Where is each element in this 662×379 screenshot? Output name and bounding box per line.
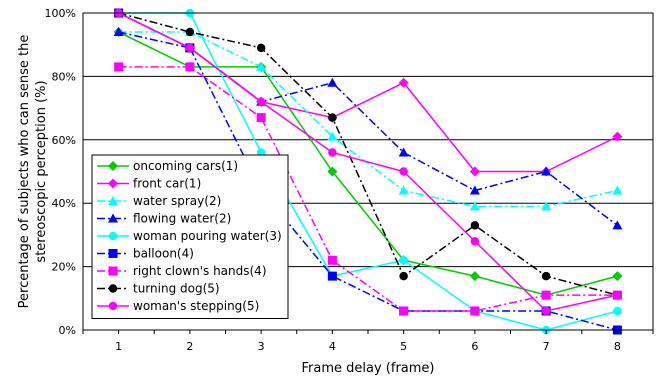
marker-square: [541, 290, 551, 300]
marker-circle: [328, 148, 337, 157]
marker-triangle: [327, 77, 338, 87]
marker-triangle: [398, 185, 409, 195]
x-tick-label: 2: [186, 340, 193, 353]
marker-circle: [328, 113, 337, 122]
marker-diamond: [108, 178, 118, 189]
marker-circle: [108, 284, 118, 293]
marker-circle: [399, 167, 408, 176]
x-tick-label: 8: [614, 340, 621, 353]
marker-triangle: [108, 213, 118, 223]
x-tick-label: 7: [543, 340, 550, 353]
marker-square: [327, 255, 337, 265]
marker-triangle: [113, 27, 124, 37]
y-tick-label: 100%: [45, 7, 76, 20]
marker-circle: [613, 290, 622, 300]
marker-circle: [399, 271, 408, 281]
marker-circle: [541, 306, 551, 316]
marker-diamond: [469, 271, 480, 282]
y-axis-title: Percentage of subjects who can sense the…: [17, 35, 49, 309]
y-tick-label: 0%: [59, 324, 76, 337]
y-axis-title-line-2: stereoscopic perception (%): [34, 80, 49, 262]
y-tick-label: 40%: [52, 197, 76, 210]
marker-triangle: [327, 131, 338, 141]
legend-label: front car(1): [133, 177, 201, 191]
x-tick-label: 6: [471, 340, 478, 353]
marker-triangle: [612, 185, 623, 195]
y-tick-label: 60%: [52, 134, 76, 147]
series-line: [118, 66, 618, 312]
marker-triangle: [398, 147, 409, 157]
marker-square: [327, 271, 337, 281]
marker-circle: [399, 256, 408, 265]
legend-label: turning dog(5): [133, 282, 220, 296]
marker-circle: [256, 43, 266, 53]
series-line: [118, 12, 618, 296]
series-line: [118, 12, 618, 331]
marker-circle: [256, 97, 266, 107]
legend-label: woman's stepping(5): [133, 299, 259, 313]
marker-triangle: [469, 185, 480, 195]
marker-triangle: [541, 166, 552, 176]
marker-triangle: [256, 61, 267, 71]
x-tick-label: 1: [115, 340, 122, 353]
marker-diamond: [327, 166, 338, 177]
tick-labels: 0% 20% 40% 60% 80% 100% 1 2 3 4 5 6 7 8: [45, 7, 654, 353]
legend-label: oncoming cars(1): [133, 159, 238, 173]
legend-label: balloon(4): [133, 247, 194, 261]
marker-triangle: [612, 220, 623, 230]
marker-square: [108, 249, 118, 258]
x-axis-title: Frame delay (frame): [302, 361, 435, 376]
marker-diamond: [108, 161, 118, 171]
marker-circle: [108, 231, 118, 241]
series-line: [118, 12, 618, 312]
x-tick-label: 5: [400, 340, 407, 353]
marker-square: [399, 306, 409, 316]
legend-label: woman pouring water(3): [133, 229, 282, 243]
marker-square: [108, 266, 118, 276]
marker-square: [470, 306, 480, 316]
legend-label: water spray(2): [133, 194, 221, 208]
marker-circle: [541, 271, 551, 281]
marker-circle: [470, 221, 480, 230]
marker-diamond: [398, 77, 409, 88]
series-line: [118, 12, 618, 331]
legend: oncoming cars(1) front car(1) water spray(…: [91, 154, 289, 319]
x-tick-label: 4: [329, 340, 336, 353]
marker-square: [185, 62, 195, 72]
marker-square: [114, 62, 124, 72]
marker-triangle: [108, 196, 118, 205]
marker-diamond: [612, 131, 623, 142]
y-axis-title-line-1: Percentage of subjects who can sense the: [17, 35, 32, 309]
marker-circle: [185, 27, 195, 37]
marker-square: [256, 113, 266, 123]
marker-circle: [185, 43, 195, 53]
series-line: [118, 31, 618, 296]
marker-circle: [613, 306, 622, 316]
marker-diamond: [612, 271, 623, 282]
marker-triangle: [469, 201, 480, 211]
marker-diamond: [469, 166, 480, 177]
legend-label: right clown's hands(4): [133, 264, 267, 278]
x-tick-label: 3: [258, 340, 265, 353]
marker-triangle: [541, 201, 552, 211]
y-tick-label: 20%: [52, 261, 76, 274]
legend-label: flowing water(2): [133, 212, 231, 226]
marker-circle: [470, 236, 480, 246]
marker-circle: [108, 301, 118, 311]
y-tick-label: 80%: [52, 70, 76, 83]
